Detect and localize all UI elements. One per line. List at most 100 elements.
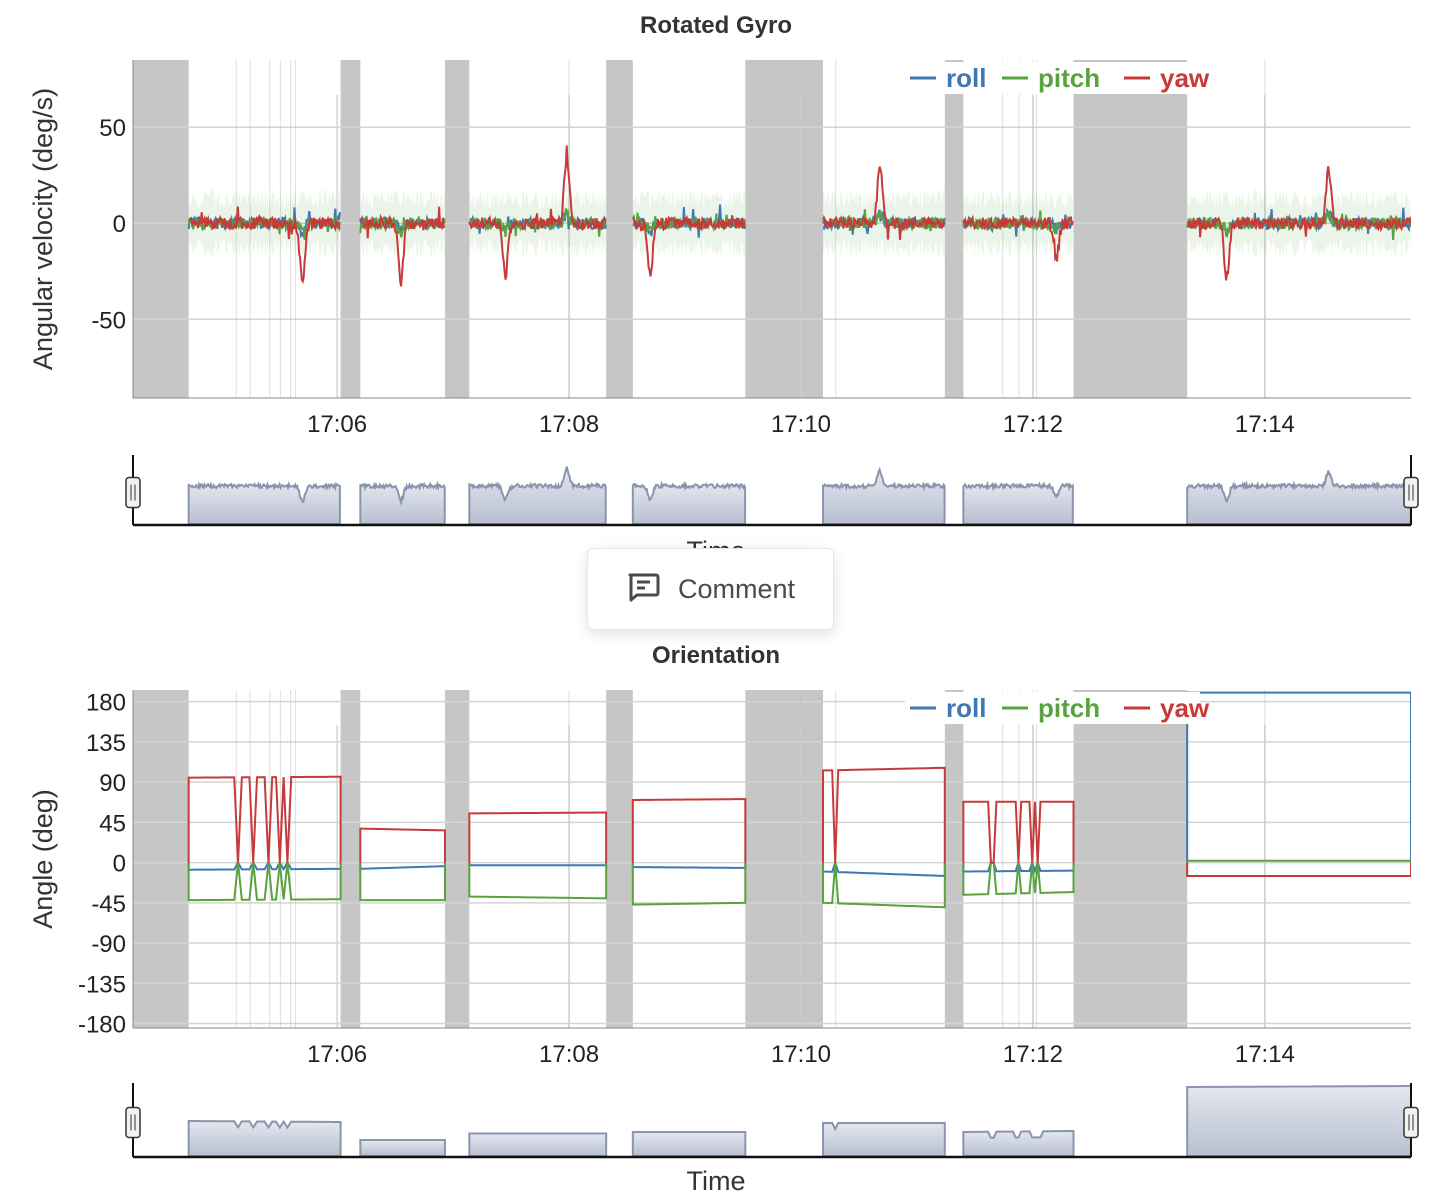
pitch-line (822, 209, 946, 233)
pitch-line (1186, 210, 1411, 241)
yaw-line (822, 766, 946, 863)
x-tick-label: 17:08 (539, 1041, 599, 1068)
pitch-line (1186, 859, 1411, 863)
gap-band (745, 690, 824, 1028)
y-tick-label: -90 (91, 931, 126, 958)
navigator-left-handle[interactable] (125, 476, 141, 509)
comment-icon (626, 571, 660, 608)
legend-bg (905, 692, 1200, 724)
gap-band (1073, 690, 1188, 1028)
yaw-line (1186, 862, 1411, 877)
legend: roll pitch yaw (905, 692, 1210, 724)
yaw-line (187, 206, 341, 285)
y-tick-label: 45 (99, 810, 126, 837)
navigator-area (822, 466, 946, 525)
pitch-line (962, 861, 1075, 896)
y-axis-label: Angular velocity (deg/s) (28, 88, 58, 370)
x-tick-label: 17:06 (307, 411, 367, 438)
y-tick-label: -50 (91, 307, 126, 334)
navigator (125, 455, 1419, 527)
comment-button[interactable]: Comment (587, 548, 834, 630)
navigator-area (822, 1122, 946, 1157)
yaw-line (1187, 166, 1411, 281)
gap-band (340, 60, 361, 398)
pitch-line (187, 862, 342, 902)
legend-entry-yaw: yaw (1160, 693, 1210, 723)
navigator-area (631, 480, 747, 525)
x-tick-label: 17:10 (771, 411, 831, 438)
y-tick-label: 0 (113, 211, 126, 238)
gap-band (133, 690, 189, 1028)
chart-title: Orientation (652, 642, 780, 669)
navigator (125, 1083, 1419, 1159)
roll-line (187, 860, 342, 872)
legend-entry-yaw: yaw (1160, 63, 1210, 93)
x-tick-label: 17:06 (307, 1041, 367, 1068)
gap-band (944, 690, 964, 1028)
y-axis-label: Angle (deg) (28, 789, 58, 929)
navigator-area (468, 466, 607, 525)
navigator-area (962, 480, 1074, 525)
x-tick-label: 17:12 (1003, 411, 1063, 438)
navigator-right-handle[interactable] (1403, 476, 1419, 509)
navigator-area (187, 480, 341, 525)
gap-band (944, 60, 964, 398)
gap-band (1073, 60, 1188, 398)
gap-band (606, 690, 633, 1028)
gap-band (444, 60, 470, 398)
x-tick-label: 17:14 (1235, 1041, 1295, 1068)
series-group (187, 145, 1411, 287)
chart-title: Rotated Gyro (640, 12, 792, 39)
legend: roll pitch yaw (905, 62, 1210, 94)
navigator-area (187, 1119, 342, 1157)
roll-line (822, 859, 946, 878)
chart-rotated-gyro: Rotated Gyro 50 0 -50 17:06 17:08 17:10 17:12 17… (28, 12, 1419, 566)
series-group (187, 691, 1411, 909)
yaw-line (468, 145, 607, 280)
pitch-line (631, 862, 747, 906)
y-tick-label: 90 (99, 770, 126, 797)
navigator-area (359, 480, 446, 525)
y-tick-label: 135 (86, 730, 126, 757)
y-tick-label: -135 (78, 971, 126, 998)
y-tick-label: -45 (91, 891, 126, 918)
yaw-line (187, 775, 342, 863)
yaw-line (822, 166, 946, 240)
x-tick-label: 17:14 (1235, 411, 1295, 438)
x-axis-label: Time (687, 1166, 746, 1196)
yaw-line (962, 800, 1075, 864)
pitch-line (468, 862, 608, 900)
navigator-left-handle[interactable] (125, 1106, 141, 1139)
yaw-line (962, 214, 1074, 262)
navigator-area (359, 1139, 446, 1157)
navigator-area (1186, 470, 1412, 525)
legend-entry-pitch: pitch (1038, 693, 1100, 723)
yaw-line (359, 206, 446, 287)
yaw-line (632, 214, 746, 277)
navigator-area (468, 1132, 608, 1157)
roll-line (1186, 691, 1411, 863)
legend-entry-roll: roll (946, 693, 986, 723)
navigator-area (1186, 1084, 1412, 1157)
roll-line (359, 862, 446, 870)
comment-label: Comment (677, 573, 796, 604)
y-tick-label: 0 (113, 851, 126, 878)
navigator-area (962, 1129, 1075, 1157)
gap-band (606, 60, 633, 398)
y-tick-label: 180 (86, 690, 126, 717)
gap-band (133, 60, 189, 398)
pitch-line (359, 862, 446, 902)
x-tick-label: 17:10 (771, 1041, 831, 1068)
yaw-line (631, 798, 747, 863)
navigator-right-handle[interactable] (1403, 1106, 1419, 1139)
yaw-line (468, 811, 608, 863)
roll-line (631, 862, 747, 869)
chart-orientation: Orientation 180 135 90 45 0 -45 -90 -135 -180 17:0… (28, 642, 1419, 1196)
legend-entry-roll: roll (946, 63, 986, 93)
pitch-line (822, 862, 946, 909)
x-tick-label: 17:12 (1003, 1041, 1063, 1068)
gap-band (444, 690, 470, 1028)
y-tick-label: -180 (78, 1012, 126, 1039)
gap-band (340, 690, 361, 1028)
